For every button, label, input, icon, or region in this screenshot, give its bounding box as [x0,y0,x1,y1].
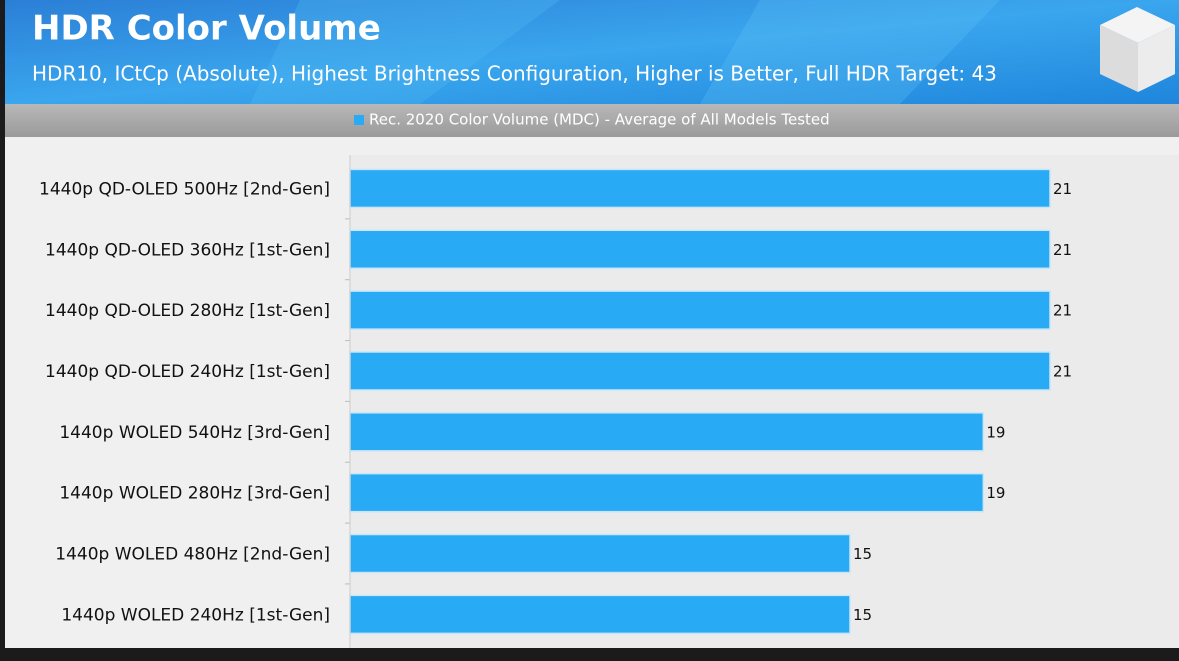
value-label: 21 [1053,241,1072,259]
y-tick-label: 1440p QD-OLED 280Hz [1st-Gen] [45,301,330,321]
y-tick-label: 1440p WOLED 240Hz [1st-Gen] [61,605,330,625]
value-label: 15 [853,606,872,624]
legend-bar [5,104,1179,137]
value-label: 19 [986,484,1005,502]
y-tick-label: 1440p WOLED 280Hz [3rd-Gen] [59,484,330,504]
y-tick-label: 1440p WOLED 480Hz [2nd-Gen] [55,545,330,565]
chart-title: HDR Color Volume [32,9,381,49]
y-tick-label: 1440p QD-OLED 240Hz [1st-Gen] [45,362,330,382]
value-label: 15 [853,545,872,563]
legend-swatch [354,115,364,125]
value-label: 21 [1053,180,1072,198]
bar [349,290,1051,330]
chart-subtitle: HDR10, ICtCp (Absolute), Highest Brightn… [32,62,997,86]
value-label: 21 [1053,362,1072,380]
bar [349,533,851,574]
header-shape [700,0,1000,104]
bar [349,594,851,635]
logo-cube [1100,7,1175,92]
header [5,0,1179,104]
y-tick-label: 1440p QD-OLED 360Hz [1st-Gen] [45,240,330,260]
value-label: 19 [986,423,1005,441]
plot-inner [350,155,1179,648]
y-tick-label: 1440p WOLED 540Hz [3rd-Gen] [59,423,330,443]
legend-label: Rec. 2020 Color Volume (MDC) - Average o… [369,111,830,129]
bar [349,472,985,513]
bar [349,229,1051,270]
y-tick-label: 1440p QD-OLED 500Hz [2nd-Gen] [39,179,330,199]
bar [349,412,985,452]
value-label: 21 [1053,302,1072,320]
header-shape [250,0,560,104]
bar [349,168,1051,209]
bar [349,351,1051,391]
